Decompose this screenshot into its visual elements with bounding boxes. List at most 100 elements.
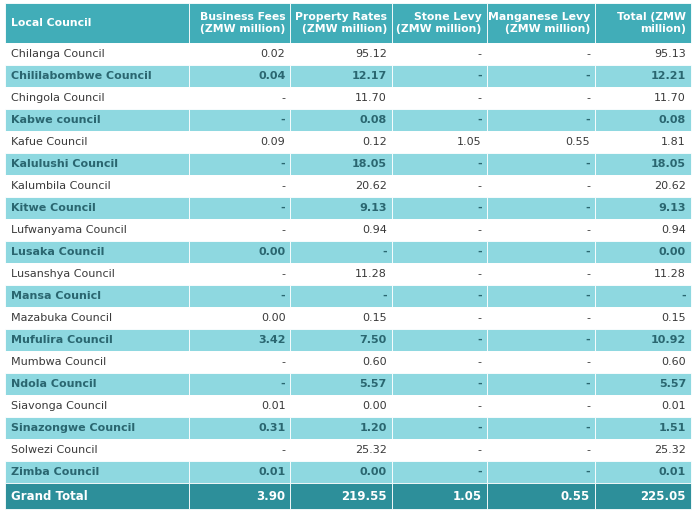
Bar bbox=[290, 329, 392, 351]
Bar bbox=[189, 461, 290, 483]
Text: 0.00: 0.00 bbox=[258, 247, 285, 257]
Bar bbox=[5, 351, 189, 373]
Bar bbox=[595, 351, 691, 373]
Bar bbox=[189, 131, 290, 153]
Text: -: - bbox=[281, 445, 285, 455]
Text: -: - bbox=[281, 93, 285, 103]
Bar bbox=[595, 329, 691, 351]
Bar bbox=[5, 461, 189, 483]
Text: -: - bbox=[586, 93, 590, 103]
Bar bbox=[189, 351, 290, 373]
Bar bbox=[290, 131, 392, 153]
Bar bbox=[189, 285, 290, 307]
Text: -: - bbox=[477, 401, 482, 411]
Text: 0.94: 0.94 bbox=[362, 225, 387, 235]
Bar bbox=[5, 417, 189, 439]
Text: Kalulushi Council: Kalulushi Council bbox=[11, 159, 118, 169]
Bar bbox=[5, 329, 189, 351]
Bar bbox=[189, 109, 290, 131]
Bar bbox=[5, 43, 189, 65]
Bar bbox=[5, 175, 189, 197]
Text: -: - bbox=[586, 313, 590, 323]
Text: 0.08: 0.08 bbox=[658, 115, 686, 125]
Text: -: - bbox=[281, 225, 285, 235]
Text: Mansa Counicl: Mansa Counicl bbox=[11, 291, 101, 301]
Bar bbox=[189, 175, 290, 197]
Bar bbox=[487, 241, 595, 263]
Text: 0.00: 0.00 bbox=[363, 401, 387, 411]
Bar bbox=[392, 285, 487, 307]
Text: 25.32: 25.32 bbox=[355, 445, 387, 455]
Bar bbox=[595, 197, 691, 219]
Bar bbox=[5, 395, 189, 417]
Text: 9.13: 9.13 bbox=[359, 203, 387, 213]
Bar bbox=[189, 65, 290, 87]
Bar bbox=[392, 417, 487, 439]
Text: -: - bbox=[281, 357, 285, 367]
Text: -: - bbox=[585, 159, 590, 169]
Bar bbox=[487, 43, 595, 65]
Bar bbox=[595, 65, 691, 87]
Bar bbox=[392, 197, 487, 219]
Text: 95.13: 95.13 bbox=[654, 49, 686, 59]
Text: Ndola Council: Ndola Council bbox=[11, 379, 97, 389]
Bar bbox=[392, 175, 487, 197]
Bar bbox=[595, 43, 691, 65]
Text: 1.05: 1.05 bbox=[457, 137, 482, 147]
Bar bbox=[5, 483, 189, 509]
Text: Mazabuka Council: Mazabuka Council bbox=[11, 313, 112, 323]
Text: Chingola Council: Chingola Council bbox=[11, 93, 104, 103]
Text: -: - bbox=[280, 115, 285, 125]
Text: 0.00: 0.00 bbox=[659, 247, 686, 257]
Text: Kabwe council: Kabwe council bbox=[11, 115, 101, 125]
Text: 0.94: 0.94 bbox=[661, 225, 686, 235]
Text: 1.81: 1.81 bbox=[661, 137, 686, 147]
Text: Local Council: Local Council bbox=[11, 18, 91, 28]
Bar bbox=[487, 175, 595, 197]
Bar bbox=[392, 439, 487, 461]
Text: 0.02: 0.02 bbox=[260, 49, 285, 59]
Text: -: - bbox=[477, 423, 482, 433]
Bar bbox=[392, 87, 487, 109]
Bar bbox=[392, 131, 487, 153]
Bar bbox=[392, 65, 487, 87]
Bar bbox=[487, 439, 595, 461]
Text: 12.17: 12.17 bbox=[351, 71, 387, 81]
Text: 0.12: 0.12 bbox=[362, 137, 387, 147]
Bar bbox=[595, 285, 691, 307]
Text: Business Fees
(ZMW million): Business Fees (ZMW million) bbox=[200, 12, 285, 34]
Text: -: - bbox=[477, 269, 482, 279]
Text: Grand Total: Grand Total bbox=[11, 490, 88, 502]
Text: Siavonga Council: Siavonga Council bbox=[11, 401, 107, 411]
Text: -: - bbox=[477, 93, 482, 103]
Bar bbox=[5, 241, 189, 263]
Bar bbox=[595, 87, 691, 109]
Bar bbox=[487, 483, 595, 509]
Text: 0.15: 0.15 bbox=[363, 313, 387, 323]
Text: -: - bbox=[477, 379, 482, 389]
Bar bbox=[392, 241, 487, 263]
Bar bbox=[5, 109, 189, 131]
Bar bbox=[290, 417, 392, 439]
Text: 1.20: 1.20 bbox=[360, 423, 387, 433]
Bar bbox=[189, 43, 290, 65]
Text: Manganese Levy
(ZMW million): Manganese Levy (ZMW million) bbox=[488, 12, 590, 34]
Bar bbox=[392, 43, 487, 65]
Text: -: - bbox=[586, 357, 590, 367]
Bar bbox=[487, 87, 595, 109]
Bar bbox=[290, 175, 392, 197]
Text: Kitwe Council: Kitwe Council bbox=[11, 203, 96, 213]
Text: Lufwanyama Council: Lufwanyama Council bbox=[11, 225, 127, 235]
Text: Stone Levy
(ZMW million): Stone Levy (ZMW million) bbox=[396, 12, 482, 34]
Text: -: - bbox=[586, 269, 590, 279]
Bar bbox=[595, 153, 691, 175]
Bar bbox=[392, 3, 487, 43]
Bar bbox=[189, 329, 290, 351]
Bar bbox=[487, 263, 595, 285]
Text: -: - bbox=[585, 71, 590, 81]
Bar bbox=[290, 109, 392, 131]
Text: -: - bbox=[477, 159, 482, 169]
Text: Mumbwa Council: Mumbwa Council bbox=[11, 357, 106, 367]
Text: -: - bbox=[280, 291, 285, 301]
Bar bbox=[487, 109, 595, 131]
